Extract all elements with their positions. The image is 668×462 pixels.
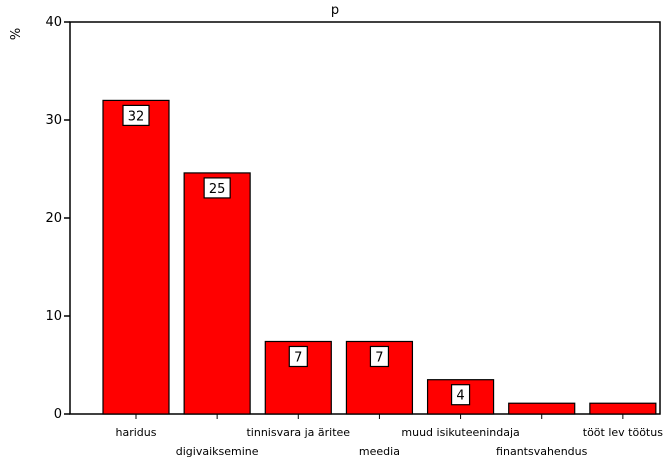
data-label: 7 xyxy=(375,350,383,365)
y-tick-label: 20 xyxy=(45,211,62,226)
y-tick-label: 10 xyxy=(45,309,62,324)
x-tick-label: meedia xyxy=(359,445,400,458)
data-label-box xyxy=(369,345,390,368)
x-tick-label: finantsvahendus xyxy=(496,445,588,458)
data-label-box xyxy=(203,177,231,199)
bar xyxy=(589,402,657,415)
data-label-box xyxy=(450,384,471,406)
data-label-box xyxy=(288,345,308,368)
data-label: 32 xyxy=(128,109,145,124)
data-label: 25 xyxy=(209,182,226,197)
x-tick-label: muud isikuteenindaja xyxy=(401,426,519,439)
bar xyxy=(183,172,251,415)
y-axis-label: % xyxy=(9,28,24,40)
chart-title: p xyxy=(331,3,339,18)
y-tick-label: 30 xyxy=(45,113,62,128)
x-axis: haridus digivaiksemine tinnisvara ja ärite… xyxy=(116,414,663,458)
data-label: 4 xyxy=(456,389,464,404)
x-tick-label: haridus xyxy=(116,426,157,439)
data-label-box xyxy=(122,104,150,127)
y-tick-label: 0 xyxy=(54,407,62,422)
x-tick-label: tööt lev töötus xyxy=(583,426,663,439)
bar xyxy=(508,402,576,415)
bars: 32 25 7 7 4 xyxy=(102,99,657,415)
x-tick-label: tinnisvara ja äritee xyxy=(246,426,350,439)
y-tick-label: 40 xyxy=(45,15,62,30)
x-tick-label: digivaiksemine xyxy=(176,445,259,458)
bar xyxy=(102,99,170,415)
data-label: 7 xyxy=(294,350,302,365)
y-axis: 0 10 20 30 40 xyxy=(45,15,70,422)
